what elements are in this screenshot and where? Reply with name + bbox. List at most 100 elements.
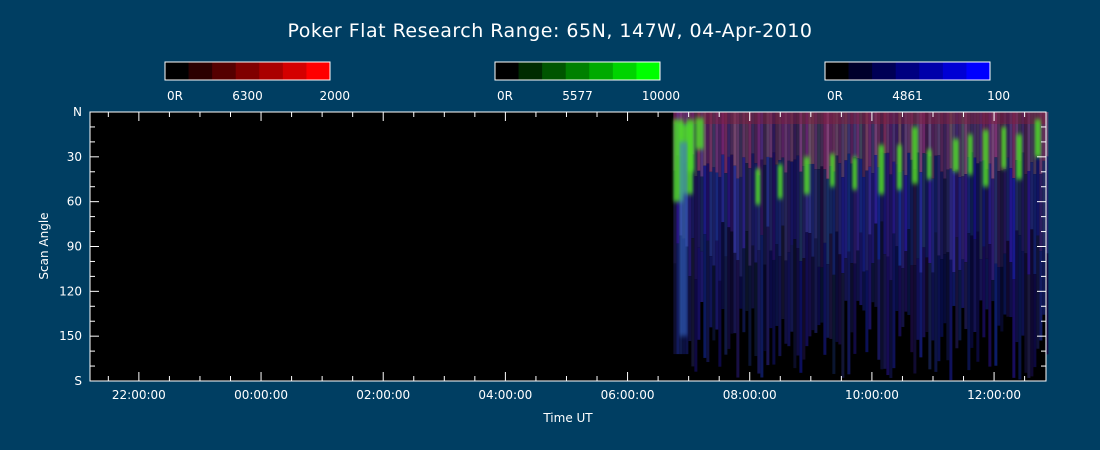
aurora-column-lower xyxy=(958,270,962,341)
aurora-column-upper xyxy=(790,112,794,162)
aurora-column-lower xyxy=(1033,274,1037,368)
aurora-column-lower xyxy=(913,265,917,374)
aurora-column-middle xyxy=(1024,174,1028,254)
aurora-column-upper xyxy=(958,112,962,178)
aurora-column-middle xyxy=(949,168,953,260)
aurora-column-upper xyxy=(781,112,785,158)
aurora-column-upper xyxy=(808,112,812,164)
aurora-column-upper xyxy=(850,112,854,164)
aurora-column-upper xyxy=(1006,112,1010,158)
aurora-column-lower xyxy=(943,254,947,324)
aurora-column-lower xyxy=(700,251,704,302)
green-streak xyxy=(777,164,783,199)
aurora-column-middle xyxy=(973,157,977,240)
aurora-column-middle xyxy=(922,153,926,248)
aurora-column-lower xyxy=(841,273,845,378)
aurora-column-lower xyxy=(1018,235,1022,380)
aurora-column-lower xyxy=(1030,229,1034,377)
aurora-column-middle xyxy=(970,152,974,236)
aurora-column-middle xyxy=(706,163,710,241)
y-tick-label: 90 xyxy=(67,240,82,254)
aurora-column-lower xyxy=(814,238,818,333)
aurora-column-middle xyxy=(955,169,959,238)
aurora-column-lower xyxy=(796,248,800,356)
aurora-column-upper xyxy=(724,112,728,174)
aurora-column-lower xyxy=(919,272,923,358)
x-axis-title: Time UT xyxy=(542,411,593,425)
aurora-column-upper xyxy=(778,112,782,161)
aurora-column-upper xyxy=(805,112,809,165)
aurora-column-middle xyxy=(1045,156,1049,254)
aurora-column-middle xyxy=(904,175,908,252)
colorbar-6300: 0R 6300 2000 xyxy=(164,61,350,103)
aurora-column-upper xyxy=(706,112,710,164)
aurora-column-middle xyxy=(754,163,758,263)
aurora-column-middle xyxy=(811,163,815,257)
aurora-column-middle xyxy=(715,172,719,241)
aurora-column-upper xyxy=(763,112,767,165)
aurora-column-lower xyxy=(865,270,869,353)
aurora-column-middle xyxy=(736,178,740,261)
aurora-column-lower xyxy=(847,251,851,375)
aurora-column-upper xyxy=(997,112,1001,172)
aurora-column-lower xyxy=(808,233,812,337)
aurora-column-middle xyxy=(946,169,950,253)
aurora-column-middle xyxy=(763,164,767,265)
aurora-column-lower xyxy=(826,264,830,338)
aurora-column-middle xyxy=(766,156,770,227)
aurora-column-upper xyxy=(919,112,923,173)
colorbar-level xyxy=(188,62,213,80)
aurora-column-middle xyxy=(850,163,854,264)
aurora-column-lower xyxy=(745,231,749,311)
aurora-column-middle xyxy=(1030,162,1034,230)
aurora-column-lower xyxy=(736,260,740,378)
aurora-column-upper xyxy=(772,112,776,153)
aurora-column-upper xyxy=(832,112,836,172)
y-tick-label: 150 xyxy=(59,329,82,343)
aurora-column-upper xyxy=(898,112,902,173)
aurora-column-lower xyxy=(748,265,752,366)
aurora-column-upper xyxy=(895,112,899,165)
aurora-column-lower xyxy=(1042,247,1046,315)
aurora-column-middle xyxy=(925,153,929,258)
colorbar-wavelength-label: 5577 xyxy=(562,89,593,103)
x-tick-label: 08:00:00 xyxy=(723,388,777,402)
aurora-column-middle xyxy=(1039,174,1043,252)
aurora-column-upper xyxy=(862,112,866,178)
aurora-column-upper xyxy=(718,112,722,177)
aurora-column-upper xyxy=(841,112,845,178)
aurora-column-lower xyxy=(892,233,896,369)
aurora-column-lower xyxy=(886,256,890,376)
aurora-column-lower xyxy=(940,259,944,337)
aurora-column-middle xyxy=(1015,160,1019,231)
green-streak xyxy=(982,129,989,187)
aurora-column-middle xyxy=(958,177,962,271)
colorbar-4861: 0R 4861 100 xyxy=(824,61,1010,103)
aurora-column-middle xyxy=(979,161,983,260)
green-streak xyxy=(755,168,761,205)
aurora-column-upper xyxy=(736,112,740,179)
aurora-column-upper xyxy=(784,112,788,173)
aurora-column-middle xyxy=(985,168,989,259)
aurora-column-upper xyxy=(727,112,731,157)
aurora-column-lower xyxy=(859,232,863,306)
colorbar-level xyxy=(919,62,944,80)
aurora-column-upper xyxy=(835,112,839,156)
aurora-column-middle xyxy=(907,152,911,230)
aurora-column-middle xyxy=(745,163,749,232)
aurora-column-middle xyxy=(916,152,920,259)
aurora-column-upper xyxy=(1039,112,1043,175)
aurora-column-upper xyxy=(880,112,884,153)
aurora-column-middle xyxy=(961,176,965,260)
aurora-column-upper xyxy=(712,112,716,168)
aurora-column-upper xyxy=(796,112,800,156)
aurora-column-upper xyxy=(703,112,707,166)
aurora-column-upper xyxy=(1009,112,1013,169)
aurora-column-middle xyxy=(835,155,839,232)
aurora-column-lower xyxy=(901,268,905,327)
aurora-column-upper xyxy=(946,112,950,170)
aurora-column-upper xyxy=(901,112,905,171)
aurora-column-upper xyxy=(940,112,944,172)
aurora-column-middle xyxy=(823,169,827,243)
